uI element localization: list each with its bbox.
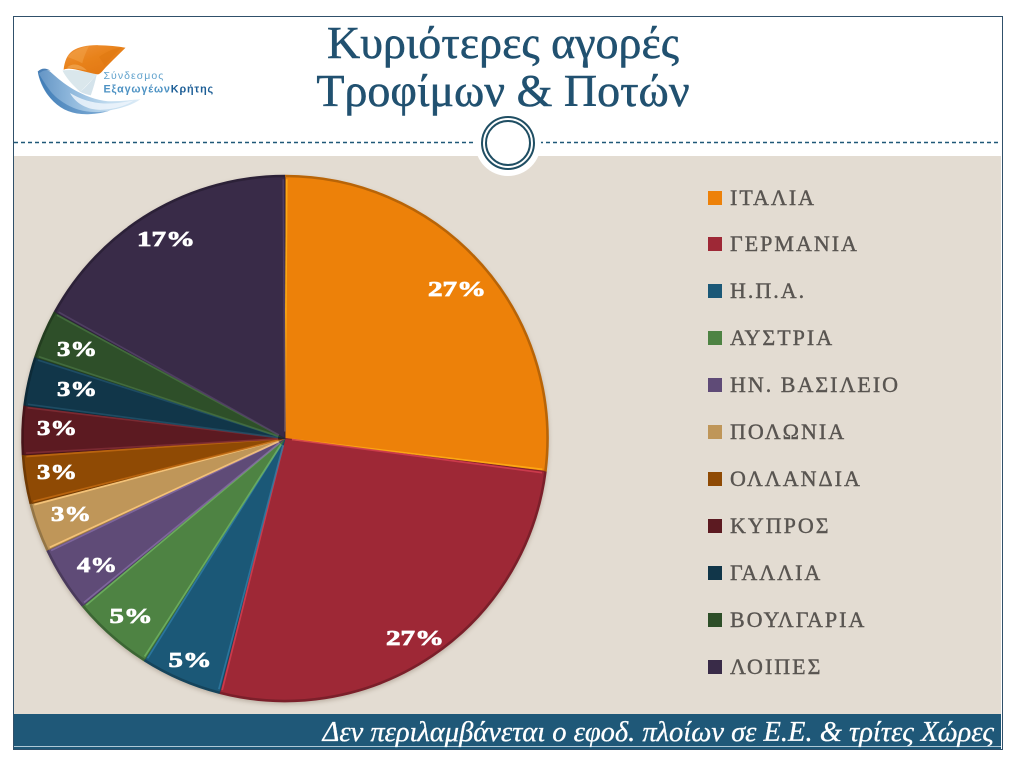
svg-text:3%: 3% xyxy=(57,377,97,401)
svg-text:3%: 3% xyxy=(37,416,77,440)
svg-text:3%: 3% xyxy=(51,502,91,526)
svg-text:5%: 5% xyxy=(110,604,153,628)
svg-text:4%: 4% xyxy=(77,553,117,577)
svg-text:ΕξαγωγέωνΚρήτης: ΕξαγωγέωνΚρήτης xyxy=(104,83,215,95)
svg-text:17%: 17% xyxy=(137,227,195,251)
svg-text:5%: 5% xyxy=(169,648,212,672)
svg-text:3%: 3% xyxy=(37,460,77,484)
svg-text:27%: 27% xyxy=(386,626,444,650)
svg-text:27%: 27% xyxy=(428,277,486,301)
svg-text:3%: 3% xyxy=(57,337,97,361)
svg-text:Σύνδεσμος: Σύνδεσμος xyxy=(104,70,165,82)
